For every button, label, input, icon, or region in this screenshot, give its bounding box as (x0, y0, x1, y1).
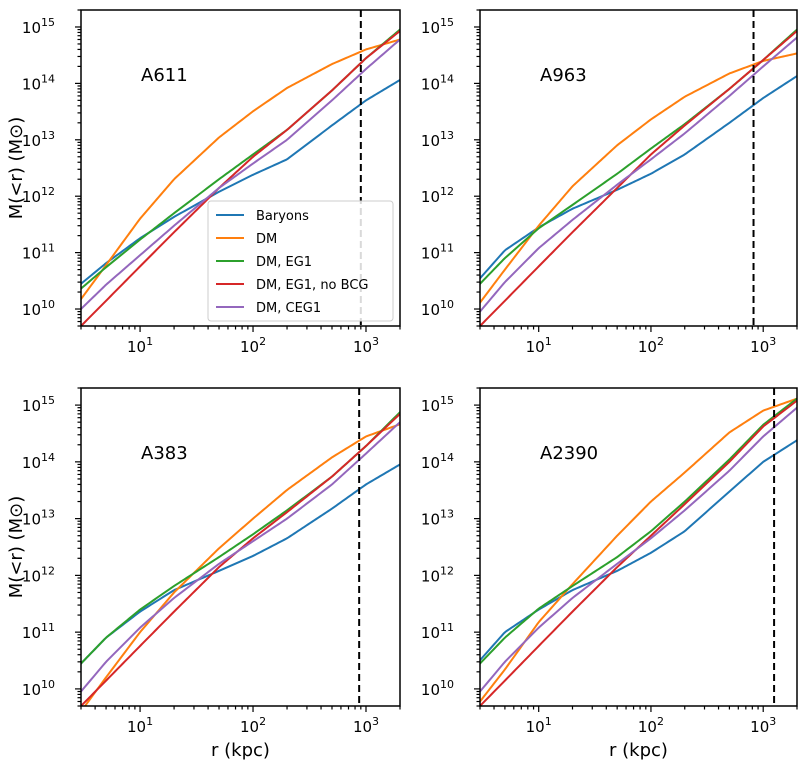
panel-a2390: 101 102 103 1010 1011 1012 1013 1014 1015 A2390 r … (421, 387, 798, 761)
y-tick-label: 1014 (421, 451, 454, 472)
legend-label-dm-eg1-no-bcg: DM, EG1, no BCG (256, 278, 368, 293)
series-group (81, 28, 400, 326)
series-line-baryons (81, 78, 400, 285)
series-line-dm-eg1 (81, 411, 400, 665)
y-tick-label: 1011 (22, 621, 55, 642)
y-axis-label: M(<r) (M⊙) (6, 496, 27, 598)
series-line-baryons (480, 75, 797, 280)
y-tick-label: 1012 (421, 185, 454, 206)
legend-label-baryons: Baryons (256, 209, 309, 224)
y-tick-label: 1013 (421, 508, 454, 529)
legend-label-dm-ceg1: DM, CEG1 (256, 301, 321, 316)
x-tick-label: 101 (526, 715, 552, 736)
x-tick-label: 103 (750, 335, 776, 356)
x-tick-label: 103 (353, 335, 379, 356)
series-line-dm (480, 397, 797, 703)
series-group (480, 28, 797, 326)
y-tick-label: 1015 (22, 16, 55, 37)
x-tick-label: 101 (127, 715, 153, 736)
y-tick-label: 1010 (22, 298, 55, 319)
panel-title: A611 (141, 65, 188, 86)
y-tick-label: 1014 (22, 451, 55, 472)
x-tick-label: 102 (240, 335, 266, 356)
y-tick-label: 1015 (22, 394, 55, 415)
x-axis-label: r (kpc) (609, 740, 668, 761)
y-tick-label: 1014 (22, 72, 55, 93)
legend-label-dm: DM (256, 232, 277, 247)
panel-title: A963 (540, 65, 587, 86)
y-tick-label: 1012 (421, 564, 454, 585)
legend: Baryons DM DM, EG1 DM, EG1, no BCG DM, CEG1 (207, 200, 394, 322)
series-line-dm-eg1-no-bcg (81, 412, 400, 706)
series-line-dm-eg1-no-bcg (480, 399, 797, 706)
y-tick-label: 1015 (421, 394, 454, 415)
y-tick-label: 1015 (421, 16, 454, 37)
series-line-dm-ceg1 (81, 421, 400, 693)
panel-a963: 101 102 103 1010 1011 1012 1013 1014 1015 A963 (421, 9, 798, 356)
x-tick-label: 102 (240, 715, 266, 736)
axes-frame (80, 9, 401, 327)
series-line-baryons (81, 463, 400, 665)
series-line-dm-ceg1 (81, 38, 400, 311)
series-line-dm-ceg1 (480, 406, 797, 693)
axes-frame (479, 9, 798, 327)
x-tick-label: 101 (127, 335, 153, 356)
series-line-dm (83, 423, 400, 706)
x-tick-label: 103 (750, 715, 776, 736)
y-tick-label: 1011 (22, 242, 55, 263)
series-line-baryons (480, 439, 797, 662)
panel-title: A383 (141, 443, 188, 464)
y-tick-label: 1010 (22, 678, 55, 699)
y-axis-label: M(<r) (M⊙) (6, 117, 27, 219)
x-tick-label: 102 (638, 335, 664, 356)
x-tick-label: 101 (526, 335, 552, 356)
y-tick-label: 1011 (421, 621, 454, 642)
panel-title: A2390 (540, 443, 598, 464)
legend-box (207, 200, 394, 322)
y-tick-label: 1010 (421, 678, 454, 699)
x-tick-label: 102 (638, 715, 664, 736)
series-line-dm-ceg1 (480, 36, 797, 313)
legend-label-dm-eg1: DM, EG1 (256, 255, 312, 270)
y-tick-label: 1010 (421, 298, 454, 319)
series-line-dm (480, 52, 797, 304)
series-group (81, 411, 400, 706)
y-tick-label: 1013 (421, 129, 454, 150)
series-line-dm (81, 38, 400, 301)
series-line-dm-eg1-no-bcg (81, 29, 400, 326)
y-tick-label: 1011 (421, 242, 454, 263)
x-tick-label: 103 (353, 715, 379, 736)
series-line-dm-eg1-no-bcg (480, 29, 797, 326)
x-axis-label: r (kpc) (211, 740, 270, 761)
axes-frame (80, 387, 401, 707)
axes-frame (479, 387, 798, 707)
series-line-dm-eg1 (480, 28, 797, 285)
y-tick-label: 1014 (421, 72, 454, 93)
series-group (480, 397, 797, 706)
series-line-dm-eg1 (480, 397, 797, 665)
